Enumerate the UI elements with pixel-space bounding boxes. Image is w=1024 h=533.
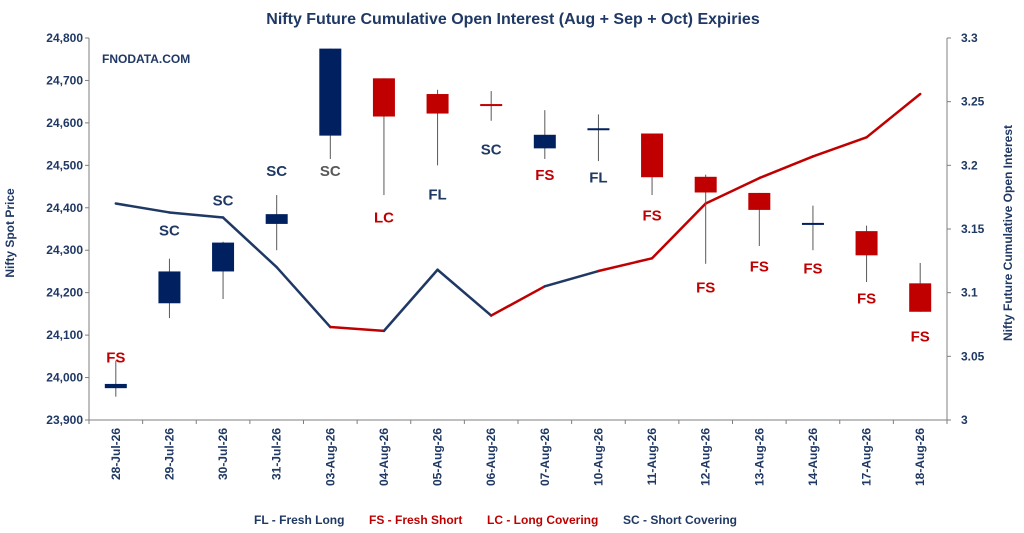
x-tick-label: 11-Aug-26 bbox=[645, 428, 659, 486]
open-interest-segment bbox=[436, 268, 493, 317]
candle-body bbox=[801, 222, 824, 225]
y-left-tick-label: 24,600 bbox=[46, 116, 83, 130]
open-interest-segment bbox=[811, 136, 868, 158]
x-tick-label: 14-Aug-26 bbox=[806, 428, 820, 486]
y-right-tick-label: 3.15 bbox=[961, 222, 985, 236]
signal-label: FS bbox=[911, 328, 930, 345]
candle-body bbox=[265, 214, 288, 224]
y-right-tick-label: 3.1 bbox=[961, 286, 978, 300]
candle-body bbox=[587, 128, 610, 131]
signal-label: SC bbox=[481, 142, 502, 159]
open-interest-segment bbox=[275, 265, 332, 329]
signal-label: SC bbox=[266, 163, 287, 180]
legend-item-short-covering: SC - Short Covering bbox=[623, 513, 737, 527]
signal-label: FS bbox=[750, 258, 769, 275]
candle-body bbox=[855, 231, 878, 256]
x-tick-label: 17-Aug-26 bbox=[860, 428, 874, 486]
signal-annotations: FS SC SC SC SC LC FL SC FS FL FS FS FS FS FS FS bbox=[106, 142, 930, 367]
signal-label: FS bbox=[696, 280, 715, 297]
candle-body bbox=[158, 271, 181, 304]
signal-label: FS bbox=[857, 290, 876, 307]
y-left-tick-label: 24,200 bbox=[46, 286, 83, 300]
x-tick-label: 30-Jul-26 bbox=[216, 428, 230, 480]
x-tick-label: 29-Jul-26 bbox=[162, 428, 176, 480]
y-right-tick-label: 3.2 bbox=[961, 158, 978, 172]
signal-label: FS bbox=[535, 167, 554, 184]
open-interest-line bbox=[114, 92, 922, 333]
signal-label: FL bbox=[428, 186, 446, 203]
y-right-tick-label: 3.3 bbox=[961, 31, 978, 45]
y-left-tick-label: 24,700 bbox=[46, 73, 83, 87]
x-tick-label: 05-Aug-26 bbox=[431, 428, 445, 486]
signal-label: SC bbox=[213, 193, 234, 210]
candle-body bbox=[104, 383, 127, 389]
signal-label: FS bbox=[803, 261, 822, 278]
x-tick-label: 13-Aug-26 bbox=[752, 428, 766, 486]
x-tick-label: 03-Aug-26 bbox=[323, 428, 337, 486]
y-axis-right-ticks: 3 3.05 3.1 3.15 3.2 3.25 3.3 bbox=[947, 31, 985, 427]
legend-item-fresh-long: FL - Fresh Long bbox=[254, 513, 344, 527]
signal-label: FS bbox=[642, 208, 661, 225]
legend-item-fresh-short: FS - Fresh Short bbox=[369, 513, 462, 527]
signal-label: LC bbox=[374, 210, 394, 227]
y-left-tick-label: 23,900 bbox=[46, 413, 83, 427]
open-interest-segment bbox=[489, 285, 547, 317]
candle-body bbox=[212, 242, 235, 272]
open-interest-segment bbox=[114, 202, 171, 214]
candle-body bbox=[372, 78, 395, 117]
legend-item-long-covering: LC - Long Covering bbox=[487, 513, 598, 527]
signal-label: SC bbox=[159, 222, 180, 239]
signal-label: FL bbox=[589, 169, 607, 186]
candle-body bbox=[694, 176, 717, 193]
signal-label: SC bbox=[320, 163, 341, 180]
candlestick-series bbox=[104, 48, 932, 397]
y-left-tick-label: 24,000 bbox=[46, 371, 83, 385]
y-left-tick-label: 24,100 bbox=[46, 328, 83, 342]
x-tick-label: 12-Aug-26 bbox=[699, 428, 713, 486]
legend: FL - Fresh Long FS - Fresh Short LC - Lo… bbox=[254, 513, 737, 527]
candle-body bbox=[748, 192, 771, 210]
x-tick-label: 28-Jul-26 bbox=[109, 428, 123, 480]
open-interest-segment bbox=[704, 176, 761, 205]
signal-label: FS bbox=[106, 350, 125, 367]
candle-body bbox=[533, 134, 556, 149]
open-interest-segment bbox=[543, 269, 600, 288]
watermark-brand: FNODATA.COM bbox=[102, 52, 190, 66]
y-left-tick-label: 24,300 bbox=[46, 243, 83, 257]
open-interest-segment bbox=[221, 216, 278, 269]
y-left-tick-label: 24,800 bbox=[46, 31, 83, 45]
x-axis-ticks: 28-Jul-26 29-Jul-26 30-Jul-26 31-Jul-26 03-A… bbox=[88, 420, 948, 486]
open-interest-segment bbox=[597, 257, 654, 273]
y-axis-left-title: Nifty Spot Price bbox=[3, 188, 17, 278]
candle-body bbox=[480, 104, 503, 107]
y-left-tick-label: 24,400 bbox=[46, 201, 83, 215]
y-axis-left-ticks: 23,900 24,000 24,100 24,200 24,300 24,400 24,5… bbox=[46, 31, 89, 427]
candle-body bbox=[426, 94, 449, 114]
open-interest-segment bbox=[758, 155, 815, 180]
candle-body bbox=[319, 48, 342, 136]
y-right-tick-label: 3.05 bbox=[961, 349, 985, 363]
open-interest-segment bbox=[382, 268, 439, 333]
y-left-tick-label: 24,500 bbox=[46, 158, 83, 172]
open-interest-segment bbox=[650, 202, 707, 260]
candle-body bbox=[909, 283, 932, 312]
y-right-tick-label: 3 bbox=[961, 413, 968, 427]
y-right-tick-label: 3.25 bbox=[961, 95, 985, 109]
x-tick-label: 18-Aug-26 bbox=[913, 428, 927, 486]
x-tick-label: 07-Aug-26 bbox=[538, 428, 552, 486]
candle-body bbox=[641, 133, 664, 178]
open-interest-segment bbox=[865, 92, 922, 139]
x-tick-label: 10-Aug-26 bbox=[591, 428, 605, 486]
x-tick-label: 31-Jul-26 bbox=[270, 428, 284, 480]
x-tick-label: 04-Aug-26 bbox=[377, 428, 391, 486]
y-axis-right-title: Nifty Future Cumulative Open Interest bbox=[1001, 125, 1015, 341]
open-interest-segment bbox=[168, 211, 225, 219]
open-interest-segment bbox=[329, 325, 386, 333]
chart-title: Nifty Future Cumulative Open Interest (A… bbox=[266, 11, 760, 28]
x-tick-label: 06-Aug-26 bbox=[484, 428, 498, 486]
